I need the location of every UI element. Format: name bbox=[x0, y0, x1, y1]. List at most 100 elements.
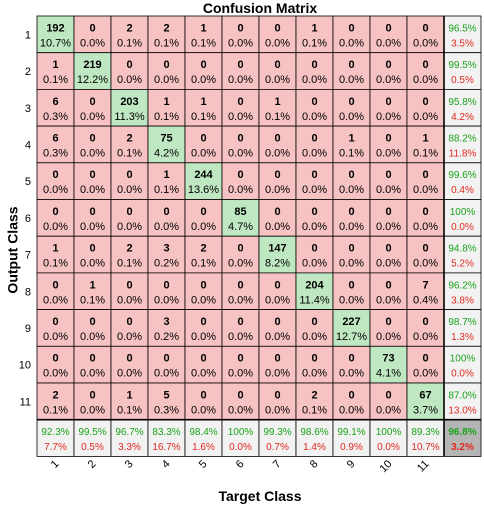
cell-text-7-10-bottom: 0.0% bbox=[376, 258, 401, 270]
cell-text-2-6-bottom: 0.0% bbox=[228, 74, 253, 86]
cell-text-3-10-bottom: 0.0% bbox=[376, 111, 401, 123]
cell-8-7 bbox=[258, 272, 297, 310]
cell-text-3-7-top: 1 bbox=[274, 96, 280, 108]
cell-text-10-5-bottom: 0.0% bbox=[191, 368, 216, 380]
cell-7-8 bbox=[295, 235, 334, 274]
cell-text-9-6-bottom: 0.0% bbox=[228, 331, 253, 343]
cell-text-11-10-bottom: 0.0% bbox=[376, 404, 401, 416]
cell-10-1 bbox=[36, 345, 75, 384]
cell-text-4-8-top: 0 bbox=[311, 132, 317, 144]
cell-9-9 bbox=[332, 309, 371, 347]
cell-text-3-5-bottom: 0.1% bbox=[191, 111, 216, 123]
cell-text-11-5-top: 0 bbox=[200, 389, 206, 401]
cell-text-1-3-bottom: 0.1% bbox=[117, 37, 142, 49]
cell-4-10 bbox=[369, 125, 408, 164]
cell-text-1-1-top: 192 bbox=[46, 22, 64, 34]
cell-11-10 bbox=[369, 382, 408, 421]
cell-text-9-11-top: 0 bbox=[422, 316, 428, 328]
cell-6-8 bbox=[295, 199, 334, 237]
cell-text-1-5-top: 1 bbox=[200, 22, 206, 34]
cell-text-2-11-top: 0 bbox=[422, 59, 428, 71]
cell-text-3-6-bottom: 0.0% bbox=[228, 111, 253, 123]
cell-1-9 bbox=[332, 15, 371, 54]
cell-text-4-5-top: 0 bbox=[200, 132, 206, 144]
cell-text-5-3-bottom: 0.0% bbox=[117, 184, 142, 196]
cell-text-1-5-bottom: 0.1% bbox=[191, 37, 216, 49]
cell-text-4-7-bottom: 0.0% bbox=[265, 147, 290, 159]
cell-text-8-9-bottom: 0.0% bbox=[339, 294, 364, 306]
cell-6-11 bbox=[406, 199, 445, 237]
row-summary-text-11-top: 87.0% bbox=[448, 390, 476, 401]
cell-text-9-3-top: 0 bbox=[126, 316, 132, 328]
cell-text-11-11-bottom: 3.7% bbox=[413, 404, 438, 416]
cell-text-2-9-top: 0 bbox=[348, 59, 354, 71]
cell-text-2-3-bottom: 0.0% bbox=[117, 74, 142, 86]
x-tick-5: 5 bbox=[197, 458, 210, 471]
cell-text-8-6-top: 0 bbox=[237, 279, 243, 291]
cell-text-4-4-top: 75 bbox=[160, 132, 172, 144]
cell-3-7 bbox=[258, 89, 297, 127]
y-tick-6: 6 bbox=[25, 213, 31, 225]
cell-text-11-3-top: 1 bbox=[126, 389, 132, 401]
cell-text-11-7-bottom: 0.0% bbox=[265, 404, 290, 416]
cell-text-3-7-bottom: 0.1% bbox=[265, 111, 290, 123]
cell-text-7-2-top: 0 bbox=[89, 243, 95, 255]
cell-text-6-1-bottom: 0.0% bbox=[43, 221, 68, 233]
col-summary-text-1-top: 92.3% bbox=[41, 427, 69, 438]
cell-text-5-10-bottom: 0.0% bbox=[376, 184, 401, 196]
cell-text-1-8-top: 1 bbox=[311, 22, 317, 34]
y-tick-3: 3 bbox=[25, 103, 31, 115]
row-summary-text-3-top: 95.8% bbox=[448, 97, 476, 108]
x-tick-6: 6 bbox=[234, 458, 247, 471]
row-summary-text-8-top: 96.2% bbox=[448, 280, 476, 291]
col-summary-text-8-bottom: 1.4% bbox=[303, 442, 326, 453]
cell-text-3-9-bottom: 0.0% bbox=[339, 111, 364, 123]
cell-text-5-4-bottom: 0.1% bbox=[154, 184, 179, 196]
cell-text-1-11-bottom: 0.0% bbox=[413, 37, 438, 49]
cell-text-9-1-top: 0 bbox=[52, 316, 58, 328]
cell-5-10 bbox=[369, 162, 408, 200]
cell-text-10-9-top: 0 bbox=[348, 353, 354, 365]
cell-text-5-3-top: 0 bbox=[126, 169, 132, 181]
cell-2-1 bbox=[36, 52, 75, 90]
cell-text-5-1-bottom: 0.0% bbox=[43, 184, 68, 196]
cell-text-1-7-top: 0 bbox=[274, 22, 280, 34]
cell-8-2 bbox=[73, 272, 112, 310]
cell-text-4-6-bottom: 0.0% bbox=[228, 147, 253, 159]
cell-text-2-4-bottom: 0.0% bbox=[154, 74, 179, 86]
cell-text-2-1-bottom: 0.1% bbox=[43, 74, 68, 86]
cell-text-7-5-top: 2 bbox=[200, 243, 206, 255]
cell-text-8-10-bottom: 0.0% bbox=[376, 294, 401, 306]
cell-text-11-6-top: 0 bbox=[237, 389, 243, 401]
cell-text-8-2-bottom: 0.1% bbox=[80, 294, 105, 306]
x-tick-2: 2 bbox=[86, 458, 99, 471]
cell-text-5-10-top: 0 bbox=[385, 169, 391, 181]
cell-text-2-10-top: 0 bbox=[385, 59, 391, 71]
col-summary-text-10-bottom: 0.0% bbox=[377, 442, 400, 453]
cell-text-6-10-bottom: 0.0% bbox=[376, 221, 401, 233]
col-summary-9 bbox=[332, 419, 371, 457]
cell-text-6-3-top: 0 bbox=[126, 206, 132, 218]
cell-2-7 bbox=[258, 52, 297, 90]
cell-text-9-7-bottom: 0.0% bbox=[265, 331, 290, 343]
cell-text-6-4-top: 0 bbox=[163, 206, 169, 218]
cell-text-6-1-top: 0 bbox=[52, 206, 58, 218]
cell-text-8-3-bottom: 0.0% bbox=[117, 294, 142, 306]
cell-text-2-2-bottom: 12.2% bbox=[77, 74, 108, 86]
y-tick-10: 10 bbox=[19, 360, 31, 372]
cell-text-11-3-bottom: 0.1% bbox=[117, 404, 142, 416]
cell-text-10-1-bottom: 0.0% bbox=[43, 368, 68, 380]
cell-text-2-7-bottom: 0.0% bbox=[265, 74, 290, 86]
y-tick-8: 8 bbox=[25, 286, 31, 298]
cell-text-10-10-bottom: 4.1% bbox=[376, 368, 401, 380]
cell-text-9-4-bottom: 0.2% bbox=[154, 331, 179, 343]
cell-6-10 bbox=[369, 199, 408, 237]
cell-text-7-3-bottom: 0.1% bbox=[117, 258, 142, 270]
row-summary-5 bbox=[443, 162, 482, 200]
col-summary-text-11-top: 89.3% bbox=[411, 427, 439, 438]
cell-9-10 bbox=[369, 309, 408, 347]
col-summary-7 bbox=[258, 419, 297, 457]
cell-5-3 bbox=[110, 162, 149, 200]
cell-text-1-9-top: 0 bbox=[348, 22, 354, 34]
cell-10-6 bbox=[221, 345, 260, 384]
